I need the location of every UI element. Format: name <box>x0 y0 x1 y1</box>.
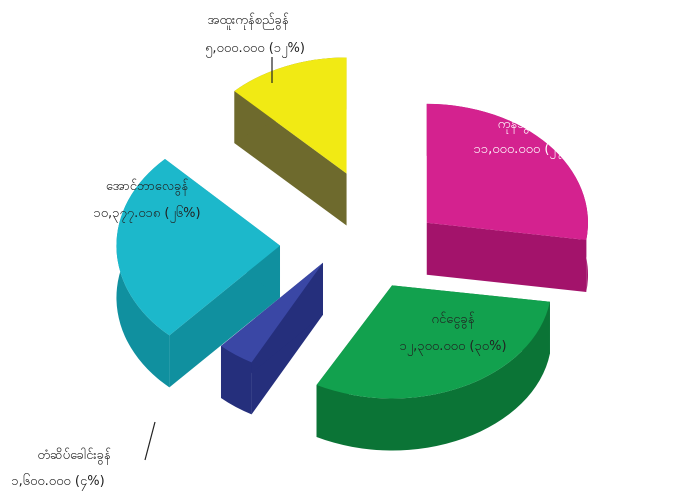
slice-label-name: အောင်ဘာလေခွန် <box>106 178 189 196</box>
pie-slice-top <box>234 57 347 174</box>
pie-slice <box>426 103 588 292</box>
slice-label-value: ၁၀,၃၇၇.၀၁၈ (၂၆%) <box>93 205 200 223</box>
pie-slice <box>316 285 550 451</box>
slice-label-name: ဂင်ငွေခွန် <box>432 311 476 329</box>
pie-slice <box>220 262 323 415</box>
slice-label-name: အထူးကုန်စည်ခွန် <box>207 12 289 30</box>
pie-slice <box>116 159 281 388</box>
slice-label-name: တံဆိပ်ခေါင်းခွန် <box>37 447 111 465</box>
pie-slice-rim <box>316 301 550 451</box>
pie-slice <box>234 57 347 226</box>
slice-label-value: ၁,၆၀၀.၀၀၀ (၄%) <box>11 473 104 491</box>
leader-line <box>144 421 156 461</box>
pie-slice-side <box>169 245 281 388</box>
pie-slice-rim <box>220 346 252 415</box>
slice-label-value: ၁၁,၀၀၀.၀၀၀ (၂၇%) <box>473 142 580 159</box>
slice-label-name: ကုန်သွယ်ခွန် <box>498 116 557 134</box>
pie-slice-top <box>426 103 588 240</box>
pie-slice-top <box>116 159 281 336</box>
pie-slice-side <box>426 222 587 292</box>
slice-label-value: ၁၂,၃၀၀.၀၀၀ (၃၀%) <box>399 339 506 356</box>
slice-label-value: ၅,၀၀၀.၀၀၀ (၁၂%) <box>205 41 305 58</box>
pie-slice-top <box>316 285 550 399</box>
pie-slice-top <box>220 262 323 363</box>
